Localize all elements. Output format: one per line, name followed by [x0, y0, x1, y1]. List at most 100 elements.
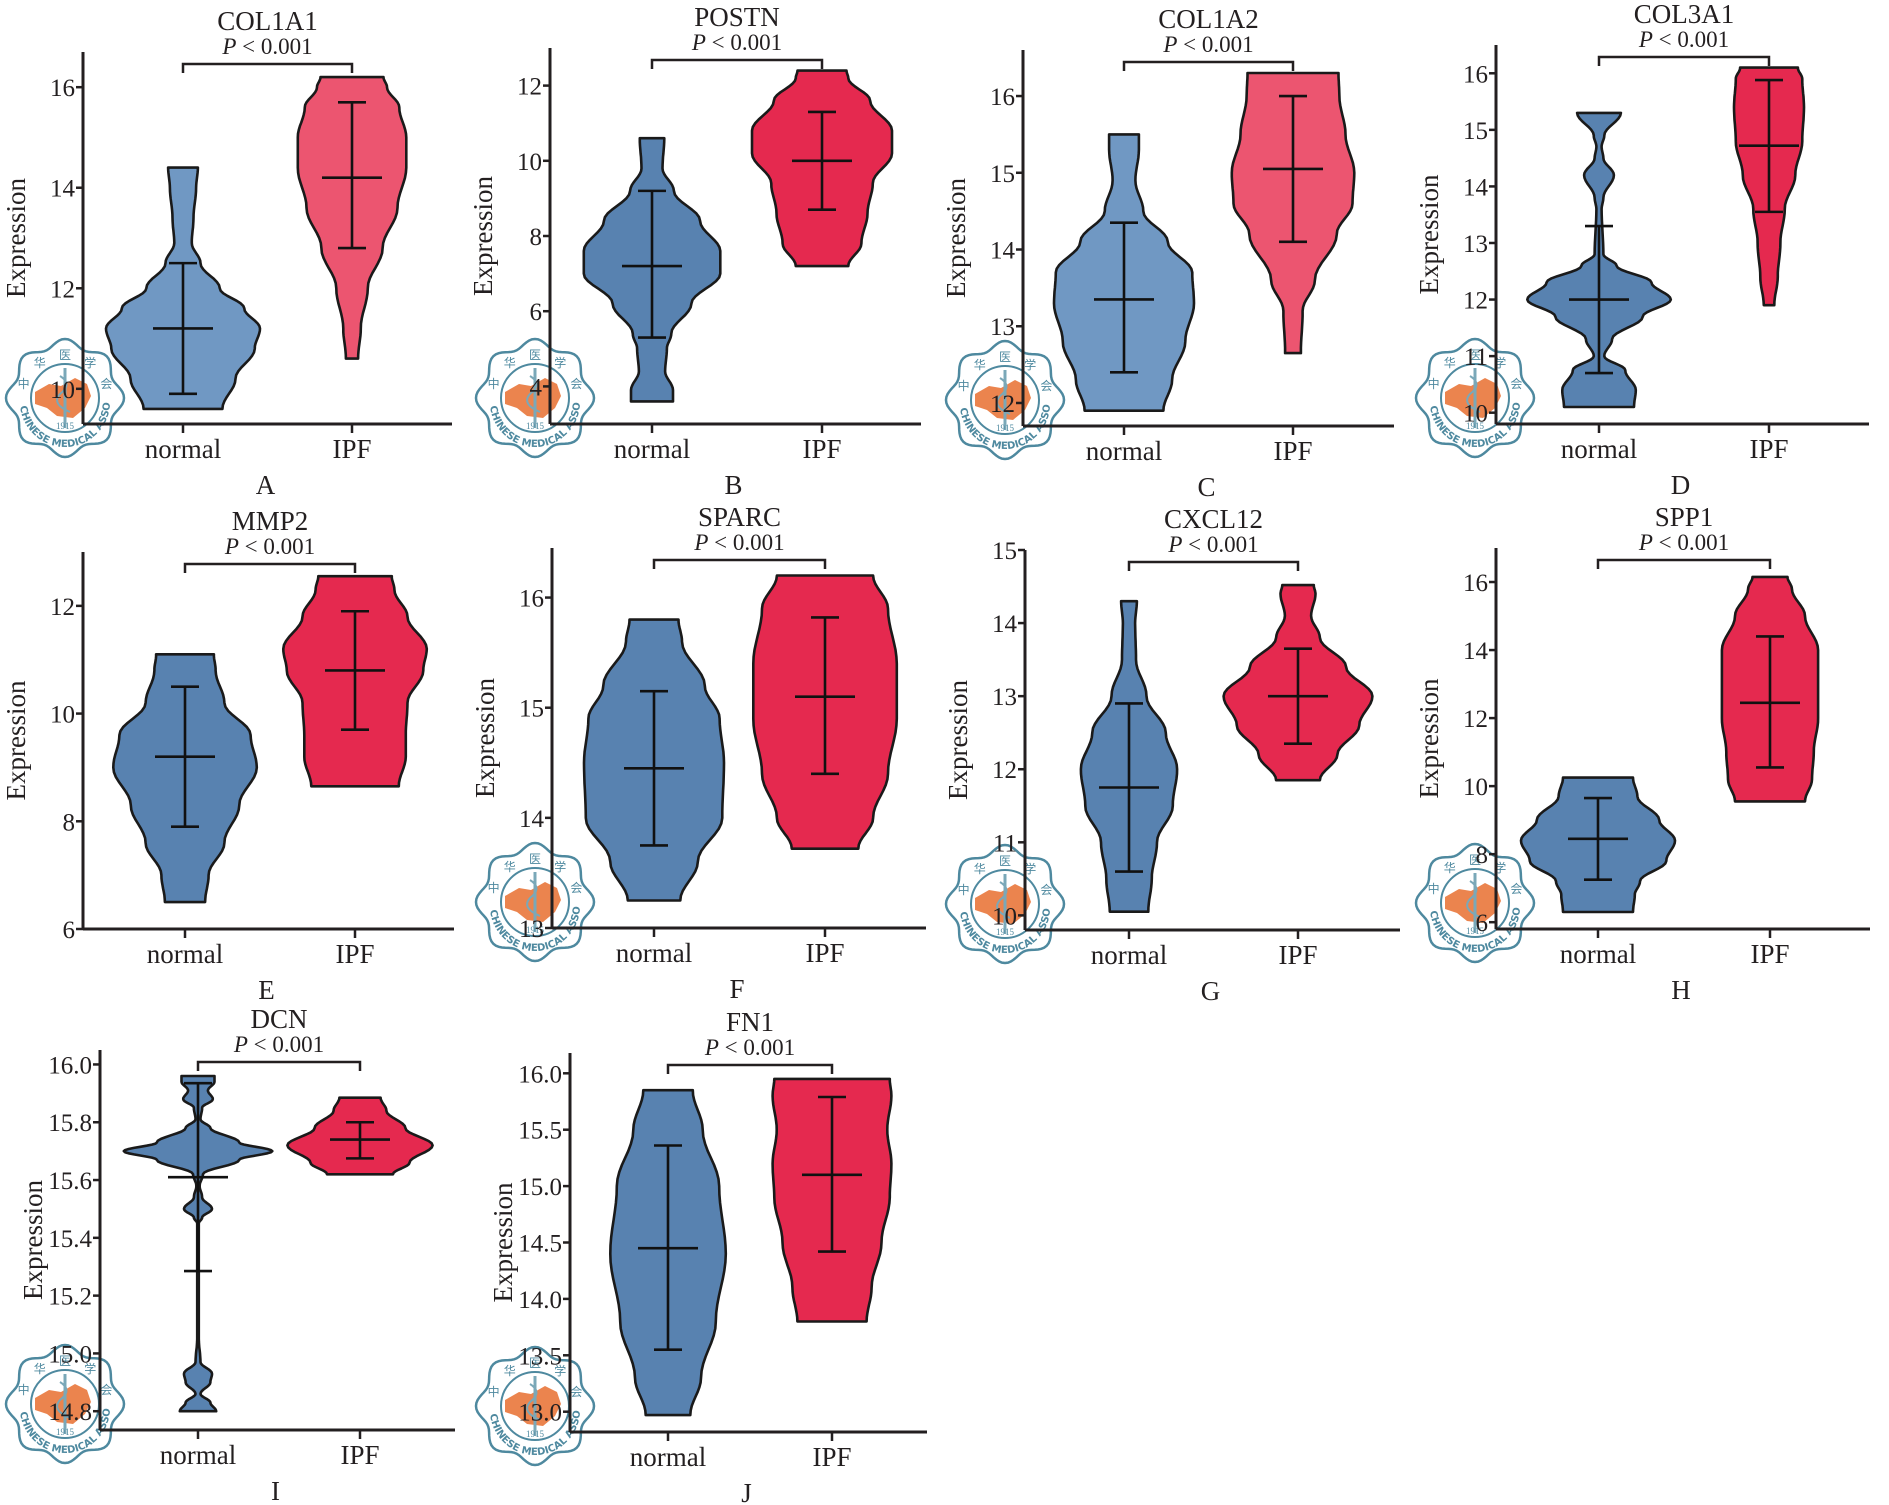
- serpent-icon: [996, 377, 1011, 415]
- serpent-icon: [56, 375, 71, 413]
- panel-label: C: [1197, 472, 1215, 502]
- y-tick-label: 16: [1463, 61, 1488, 88]
- logo-cn-char: 学: [1024, 861, 1036, 876]
- significance-bracket: [1597, 55, 1771, 66]
- logo-cn-char: 医: [529, 1356, 541, 1370]
- y-tick-label: 6: [1476, 910, 1489, 937]
- china-map-icon: [1445, 378, 1501, 418]
- china-map-icon: [1445, 883, 1501, 923]
- logo-cn-char: 学: [554, 1363, 566, 1378]
- serpent-icon: [1466, 880, 1481, 918]
- y-tick-label: 15.2: [48, 1284, 92, 1311]
- y-axis-label: Expression: [1, 178, 31, 298]
- china-map-icon: [975, 884, 1031, 924]
- panel-e: 6 8 10 12 normal IPF Expression MMP2 P < 0.001 E: [0, 500, 470, 1005]
- chart-title: COL1A2: [1158, 4, 1259, 34]
- y-tick-label: 12: [992, 757, 1017, 784]
- y-tick-label: 14.0: [518, 1287, 562, 1314]
- x-tick-label: normal: [145, 434, 221, 464]
- logo-year: 1915: [56, 421, 75, 431]
- y-tick-label: 15: [519, 696, 544, 723]
- serpent-icon: [526, 1383, 541, 1421]
- logo-cn-char: 中: [18, 376, 30, 391]
- y-tick-label: 13: [992, 684, 1017, 711]
- logo-cn-char: 医: [59, 1354, 71, 1368]
- logo-cn-char: 医: [529, 348, 541, 362]
- x-tick-label: IPF: [335, 939, 374, 969]
- logo-cn-char: 中: [1428, 881, 1440, 896]
- logo-cn-char: 会: [1510, 377, 1522, 391]
- y-tick-label: 14: [519, 806, 545, 833]
- panel-label: J: [741, 1478, 752, 1505]
- panel-label: G: [1201, 976, 1221, 1006]
- x-tick-label: normal: [1091, 940, 1167, 970]
- china-map-icon: [505, 1386, 561, 1426]
- logo-cn-char: 医: [1469, 348, 1481, 362]
- panel-label: A: [256, 470, 276, 500]
- logo-cn-char: 会: [1040, 379, 1052, 393]
- y-tick-label: 16: [519, 586, 544, 613]
- p-value-label: P < 0.001: [224, 534, 315, 559]
- y-tick-label: 15: [992, 538, 1017, 565]
- logo-cn-char: 中: [1428, 376, 1440, 391]
- y-axis-label: Expression: [1414, 678, 1444, 798]
- chart-title: DCN: [250, 1004, 307, 1034]
- china-map-icon: [505, 378, 561, 418]
- logo-cn-char: 会: [570, 1385, 582, 1399]
- y-tick-label: 11: [1464, 344, 1488, 371]
- y-tick-label: 15.0: [48, 1341, 92, 1368]
- chart-title: COL1A1: [217, 6, 318, 36]
- p-value-label: P < 0.001: [233, 1032, 324, 1057]
- y-tick-label: 6: [530, 299, 543, 326]
- x-tick-label: normal: [616, 938, 692, 968]
- y-tick-label: 15.6: [48, 1168, 92, 1195]
- y-tick-label: 16.0: [48, 1052, 92, 1079]
- logo-cn-char: 学: [554, 859, 566, 874]
- y-tick-label: 10: [50, 377, 75, 404]
- y-tick-label: 14: [1463, 638, 1489, 665]
- logo-year: 1915: [526, 421, 545, 431]
- logo-cn-char: 医: [529, 852, 541, 866]
- logo-year: 1915: [526, 925, 545, 935]
- y-tick-label: 16.0: [518, 1061, 562, 1088]
- logo-cn-char: 中: [958, 378, 970, 393]
- logo-year: 1915: [996, 423, 1015, 433]
- logo-cn-char: 学: [84, 1361, 96, 1376]
- logo-cn-char: 华: [504, 1364, 516, 1378]
- china-map-icon: [35, 1384, 91, 1424]
- y-tick-label: 10: [517, 149, 542, 176]
- logo-cn-char: 会: [570, 881, 582, 895]
- significance-bracket: [666, 1063, 834, 1074]
- logo-year: 1915: [56, 1427, 75, 1437]
- logo-cn-char: 华: [504, 356, 516, 370]
- logo-cn-char: 学: [84, 355, 96, 370]
- panel-j: 中华医学会 CHINESE MEDICAL ASSOCIATION 1915 13.0…: [466, 997, 940, 1505]
- y-axis-label: Expression: [943, 680, 973, 800]
- logo-cn-char: 中: [488, 880, 500, 895]
- chart-title: COL3A1: [1634, 0, 1735, 29]
- panel-g: 中华医学会 CHINESE MEDICAL ASSOCIATION 1915 10 11…: [936, 492, 1410, 1006]
- logo-inner-ring: [970, 365, 1040, 435]
- y-tick-label: 15.0: [518, 1174, 562, 1201]
- x-tick-label: IPF: [802, 434, 841, 464]
- logo-inner-ring: [970, 869, 1040, 939]
- panel-label: F: [729, 974, 744, 1004]
- logo-inner-ring: [500, 867, 570, 937]
- logo-cn-char: 学: [554, 355, 566, 370]
- y-tick-label: 11: [993, 830, 1017, 857]
- y-axis-label: Expression: [941, 178, 971, 298]
- panel-h: 中华医学会 CHINESE MEDICAL ASSOCIATION 1915 6 8 10…: [1406, 492, 1880, 1005]
- logo-cn-char: 中: [488, 1384, 500, 1399]
- p-value-label: P < 0.001: [704, 1035, 795, 1060]
- y-tick-label: 13: [990, 314, 1015, 341]
- y-tick-label: 13: [1463, 231, 1488, 258]
- logo-cn-char: 医: [999, 854, 1011, 868]
- y-tick-label: 6: [63, 917, 76, 944]
- significance-bracket: [1122, 60, 1295, 71]
- panel-label: B: [724, 470, 742, 500]
